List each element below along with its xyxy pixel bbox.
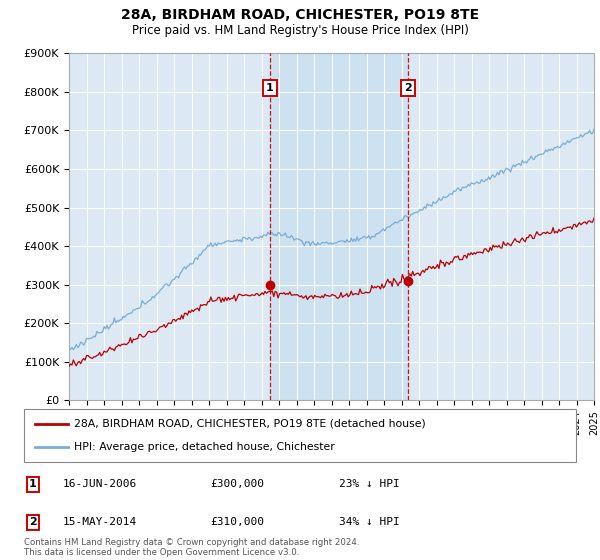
- Text: 15-MAY-2014: 15-MAY-2014: [63, 517, 137, 528]
- Text: £300,000: £300,000: [210, 479, 264, 489]
- Text: 34% ↓ HPI: 34% ↓ HPI: [339, 517, 400, 528]
- Text: 16-JUN-2006: 16-JUN-2006: [63, 479, 137, 489]
- Text: 1: 1: [266, 83, 274, 93]
- Text: 2: 2: [404, 83, 412, 93]
- Text: 23% ↓ HPI: 23% ↓ HPI: [339, 479, 400, 489]
- Text: Price paid vs. HM Land Registry's House Price Index (HPI): Price paid vs. HM Land Registry's House …: [131, 24, 469, 36]
- Text: 1: 1: [29, 479, 37, 489]
- Bar: [269, 53, 408, 400]
- Text: HPI: Average price, detached house, Chichester: HPI: Average price, detached house, Chic…: [74, 442, 334, 452]
- Text: Contains HM Land Registry data © Crown copyright and database right 2024.
This d: Contains HM Land Registry data © Crown c…: [24, 538, 359, 557]
- Text: £310,000: £310,000: [210, 517, 264, 528]
- Text: 28A, BIRDHAM ROAD, CHICHESTER, PO19 8TE (detached house): 28A, BIRDHAM ROAD, CHICHESTER, PO19 8TE …: [74, 419, 425, 429]
- Text: 28A, BIRDHAM ROAD, CHICHESTER, PO19 8TE: 28A, BIRDHAM ROAD, CHICHESTER, PO19 8TE: [121, 8, 479, 22]
- Text: 2: 2: [29, 517, 37, 528]
- FancyBboxPatch shape: [24, 409, 576, 462]
